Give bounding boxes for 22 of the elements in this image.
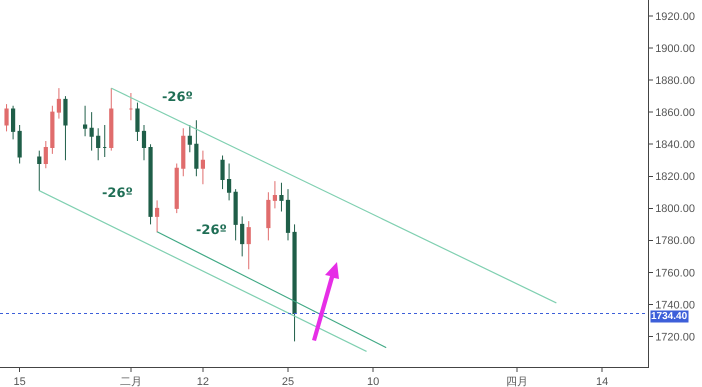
ref-line-label: 1734.40 [651, 311, 688, 322]
x-tick-label: 10 [366, 376, 380, 387]
y-tick-label: 1780.00 [655, 235, 695, 248]
x-tick-label: 四月 [506, 376, 528, 387]
y-tick-label: 1880.00 [655, 74, 695, 87]
y-tick-label: 1860.00 [655, 107, 695, 120]
x-tick-label: 二月 [120, 376, 142, 387]
annotation: -26º [196, 223, 227, 238]
y-tick-label: 1920.00 [655, 10, 695, 23]
y-tick-label: 1840.00 [655, 139, 695, 152]
y-tick-label: 1900.00 [655, 42, 695, 55]
annotation: -26º [162, 90, 193, 105]
x-tick-label: 25 [282, 376, 294, 387]
x-tick-label: 15 [14, 376, 26, 387]
y-tick-label: 1800.00 [655, 203, 695, 216]
y-tick-label: 1740.00 [655, 299, 695, 312]
x-tick-label: 12 [196, 376, 210, 387]
y-tick-label: 1820.00 [655, 171, 695, 184]
annotation: -26º [102, 186, 133, 201]
y-tick-label: 1760.00 [655, 267, 695, 280]
x-tick-label: 14 [596, 376, 608, 387]
y-tick-label: 1720.00 [655, 331, 695, 344]
